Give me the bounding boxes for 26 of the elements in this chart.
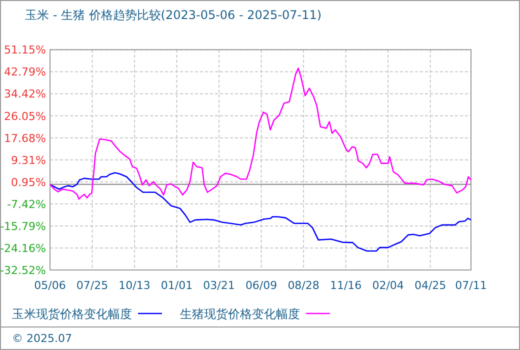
y-tick-label: -24.16%: [0, 242, 46, 255]
y-tick-label: 42.79%: [4, 66, 46, 79]
y-tick-label: 26.05%: [4, 110, 46, 123]
x-tick-label: 07/11: [455, 279, 487, 292]
x-tick-label: 03/21: [203, 279, 235, 292]
y-tick-label: 17.68%: [4, 132, 46, 145]
y-tick-label: 0.95%: [11, 176, 46, 189]
y-tick-label: 51.15%: [4, 44, 46, 57]
y-tick-label: 9.31%: [11, 154, 46, 167]
x-tick-label: 07/25: [76, 279, 108, 292]
y-tick-label: -7.42%: [7, 198, 46, 211]
x-tick-label: 06/09: [245, 279, 278, 292]
x-tick-label: 11/16: [330, 279, 362, 292]
x-tick-label: 08/28: [288, 279, 320, 292]
x-tick-label: 04/25: [414, 279, 446, 292]
legend-label: 玉米现货价格变化幅度: [12, 307, 132, 321]
text: © 2025.07: [12, 332, 72, 345]
y-tick-label: 34.42%: [4, 88, 46, 101]
x-tick-label: 02/04: [372, 279, 404, 292]
legend-label: 生猪现货价格变化幅度: [180, 307, 300, 321]
y-tick-label: -32.52%: [0, 264, 46, 277]
x-tick-label: 05/06: [34, 279, 66, 292]
x-tick-label: 01/01: [160, 279, 193, 292]
chart-title: 玉米 - 生猪 价格趋势比较(2023-05-06 - 2025-07-11): [25, 8, 322, 22]
y-tick-label: -15.79%: [0, 220, 46, 233]
x-tick-label: 10/13: [118, 279, 150, 292]
